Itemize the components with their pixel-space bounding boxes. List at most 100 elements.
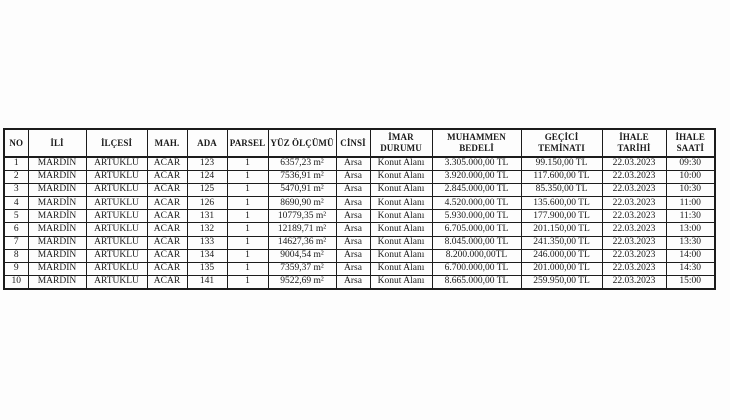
table-cell: ARTUKLU (85, 170, 148, 185)
table-cell: ACAR (146, 222, 188, 237)
table-cell: 22.03.2023 (601, 248, 667, 263)
table-cell: Arsa (335, 248, 371, 263)
table-cell: Arsa (335, 183, 371, 198)
table-cell: ACAR (146, 261, 188, 276)
column-header-ili: İLİ (27, 128, 87, 158)
table-row: 10 MARDİN ARTUKLU ACAR 141 1 9522,69 m² Arsa Kon… (3, 274, 716, 290)
table-cell: Arsa (335, 274, 371, 290)
table-cell: 6.705.000,00 TL (431, 222, 522, 237)
table-cell: 5.930.000,00 TL (431, 209, 522, 224)
table-cell: 4.520.000,00 TL (431, 196, 522, 211)
table-cell: 3.305.000,00 TL (431, 156, 522, 172)
table-cell: 22.03.2023 (601, 222, 667, 237)
land-auction-table: NO İLİ İLÇESİ MAH. ADA PARSEL YÜZ ÖLÇÜMÜ… (3, 128, 716, 290)
table-cell: MARDİN (27, 274, 87, 290)
table-cell: ARTUKLU (85, 261, 148, 276)
table-cell: 14627,36 m² (267, 235, 337, 250)
table-cell: 1 (226, 248, 269, 263)
table-row: 3 MARDİN ARTUKLU ACAR 125 1 5470,91 m² Arsa Konu… (3, 183, 716, 198)
table-cell: 201.000,00 TL (520, 261, 603, 276)
table-cell: 14:30 (665, 261, 716, 276)
table-cell: ARTUKLU (85, 222, 148, 237)
table-cell: Arsa (335, 209, 371, 224)
table-cell: MARDİN (27, 261, 87, 276)
table-cell: ARTUKLU (85, 196, 148, 211)
table-cell: 6357,23 m² (267, 156, 337, 172)
table-cell: 177.900,00 TL (520, 209, 603, 224)
table-cell: Konut Alanı (369, 274, 433, 290)
table-cell: 09:30 (665, 156, 716, 172)
column-header-ihale-tarihi: İHALE TARİHİ (601, 128, 667, 158)
table-row: 6 MARDİN ARTUKLU ACAR 132 1 12189,71 m² Arsa Kon… (3, 222, 716, 237)
table-cell: Arsa (335, 261, 371, 276)
table-cell: 22.03.2023 (601, 156, 667, 172)
column-header-muhammen-bedeli: MUHAMMEN BEDELİ (431, 128, 522, 158)
table-cell: 123 (186, 156, 228, 172)
table-cell: 3 (3, 183, 29, 198)
table-row: 5 MARDİN ARTUKLU ACAR 131 1 10779,35 m² Arsa Kon… (3, 209, 716, 224)
table-cell: 1 (226, 156, 269, 172)
table-header-row: NO İLİ İLÇESİ MAH. ADA PARSEL YÜZ ÖLÇÜMÜ… (3, 128, 716, 158)
table-cell: MARDİN (27, 235, 87, 250)
table-cell: 15:00 (665, 274, 716, 290)
table-cell: 8 (3, 248, 29, 263)
table-cell: 2.845.000,00 TL (431, 183, 522, 198)
table-cell: 1 (226, 196, 269, 211)
table-cell: ARTUKLU (85, 274, 148, 290)
column-header-cinsi: CİNSİ (335, 128, 371, 158)
table-cell: 11:00 (665, 196, 716, 211)
table-cell: Konut Alanı (369, 209, 433, 224)
table-cell: 124 (186, 170, 228, 185)
table-cell: ARTUKLU (85, 235, 148, 250)
table-cell: Arsa (335, 235, 371, 250)
table-cell: 8.200.000,00TL (431, 248, 522, 263)
table-cell: 22.03.2023 (601, 261, 667, 276)
table-cell: 22.03.2023 (601, 209, 667, 224)
table-cell: 246.000,00 TL (520, 248, 603, 263)
table-cell: ACAR (146, 156, 188, 172)
table-cell: MARDİN (27, 196, 87, 211)
table-cell: 4 (3, 196, 29, 211)
table-cell: Konut Alanı (369, 222, 433, 237)
table-cell: 1 (226, 235, 269, 250)
table-cell: 14:00 (665, 248, 716, 263)
table-cell: 7 (3, 235, 29, 250)
table-cell: ARTUKLU (85, 183, 148, 198)
table-cell: 13:00 (665, 222, 716, 237)
table-cell: 259.950,00 TL (520, 274, 603, 290)
table-cell: Konut Alanı (369, 183, 433, 198)
table-row: 4 MARDİN ARTUKLU ACAR 126 1 8690,90 m² Arsa Konu… (3, 196, 716, 211)
column-header-mah: MAH. (146, 128, 188, 158)
table-row: 8 MARDİN ARTUKLU ACAR 134 1 9004,54 m² Arsa Konu… (3, 248, 716, 263)
table-cell: ARTUKLU (85, 248, 148, 263)
table-cell: 1 (226, 222, 269, 237)
table-cell: Konut Alanı (369, 156, 433, 172)
table-cell: 126 (186, 196, 228, 211)
table-cell: Konut Alanı (369, 170, 433, 185)
table-cell: 133 (186, 235, 228, 250)
table-cell: Konut Alanı (369, 248, 433, 263)
table-cell: Konut Alanı (369, 235, 433, 250)
table-cell: ACAR (146, 235, 188, 250)
table-cell: 8.665.000,00 TL (431, 274, 522, 290)
table-cell: 134 (186, 248, 228, 263)
table-cell: MARDİN (27, 209, 87, 224)
table-cell: 5 (3, 209, 29, 224)
table-cell: Arsa (335, 222, 371, 237)
table-cell: 85.350,00 TL (520, 183, 603, 198)
table-cell: 135.600,00 TL (520, 196, 603, 211)
table-cell: 2 (3, 170, 29, 185)
table-cell: 1 (3, 156, 29, 172)
table-cell: 13:30 (665, 235, 716, 250)
table-body: 1 MARDİN ARTUKLU ACAR 123 1 6357,23 m² Arsa Konu… (3, 156, 716, 290)
table-header: NO İLİ İLÇESİ MAH. ADA PARSEL YÜZ ÖLÇÜMÜ… (3, 128, 716, 158)
table-cell: 1 (226, 261, 269, 276)
table-cell: 117.600,00 TL (520, 170, 603, 185)
table-cell: MARDİN (27, 170, 87, 185)
table-cell: 22.03.2023 (601, 170, 667, 185)
column-header-parsel: PARSEL (226, 128, 269, 158)
table-cell: 8690,90 m² (267, 196, 337, 211)
table-cell: 3.920.000,00 TL (431, 170, 522, 185)
column-header-ada: ADA (186, 128, 228, 158)
